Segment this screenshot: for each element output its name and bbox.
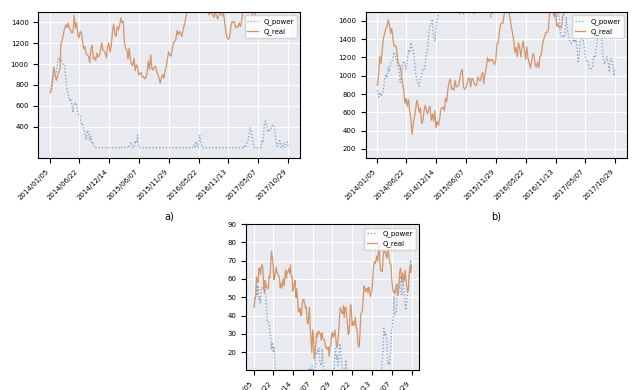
Legend: Q_power, Q_real: Q_power, Q_real <box>244 15 296 38</box>
Line: Q_real: Q_real <box>378 12 615 134</box>
Line: Q_real: Q_real <box>254 245 412 359</box>
Legend: Q_power, Q_real: Q_power, Q_real <box>364 227 416 250</box>
X-axis label: a): a) <box>164 212 174 222</box>
Line: Q_power: Q_power <box>254 260 412 370</box>
Line: Q_real: Q_real <box>51 12 288 93</box>
Line: Q_power: Q_power <box>378 12 615 97</box>
Legend: Q_power, Q_real: Q_power, Q_real <box>572 15 624 38</box>
X-axis label: b): b) <box>492 212 501 222</box>
Line: Q_power: Q_power <box>51 58 288 148</box>
